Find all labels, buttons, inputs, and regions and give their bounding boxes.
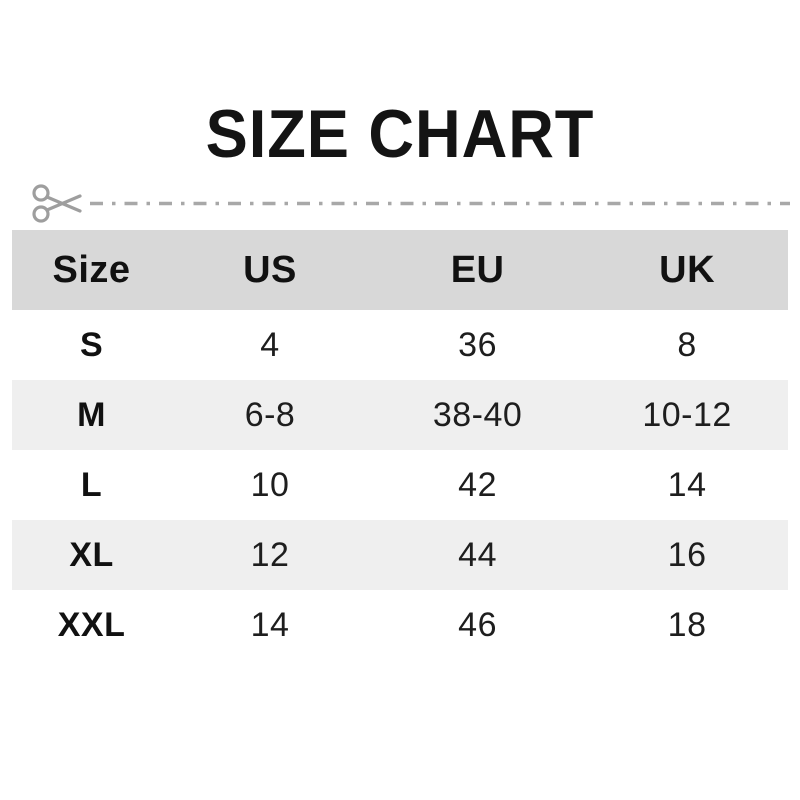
uk-cell: 14 [667,465,707,504]
uk-cell: 18 [667,605,707,644]
size-cell: XL [69,535,114,574]
size-cell: L [80,465,103,504]
us-cell: 4 [260,325,280,364]
eu-cell: 46 [458,605,497,644]
eu-cell: 44 [458,535,497,574]
us-cell: 10 [250,465,290,504]
table-row-m: M 6-8 38-40 10-12 [12,380,788,450]
size-cell: M [77,395,106,434]
size-table: Size US EU UK S 4 36 8 M 6-8 38-40 10-12… [12,230,788,660]
us-cell: 12 [250,535,290,574]
scissors-icon [32,184,82,223]
cut-line [28,181,794,225]
page-title: SIZE CHART [205,96,595,172]
eu-cell: 36 [458,325,497,364]
table-header-row: Size US EU UK [12,230,788,310]
size-cell: S [79,325,104,364]
cut-line-graphic [32,184,790,223]
header-us: US [243,248,297,291]
uk-cell: 8 [677,325,697,364]
table-row-xl: XL 12 44 16 [12,520,788,590]
eu-cell: 42 [458,465,497,504]
table-row-s: S 4 36 8 [12,310,788,380]
table-row-xxl: XXL 14 46 18 [12,590,788,660]
uk-cell: 10-12 [642,395,732,434]
header-eu: EU [450,248,505,291]
uk-cell: 16 [667,535,707,574]
table-row-l: L 10 42 14 [12,450,788,520]
us-cell: 14 [250,605,290,644]
us-cell: 6-8 [244,395,296,434]
size-cell: XXL [57,605,126,644]
header-uk: UK [659,248,716,291]
header-size: Size [52,248,131,291]
eu-cell: 38-40 [432,395,523,434]
